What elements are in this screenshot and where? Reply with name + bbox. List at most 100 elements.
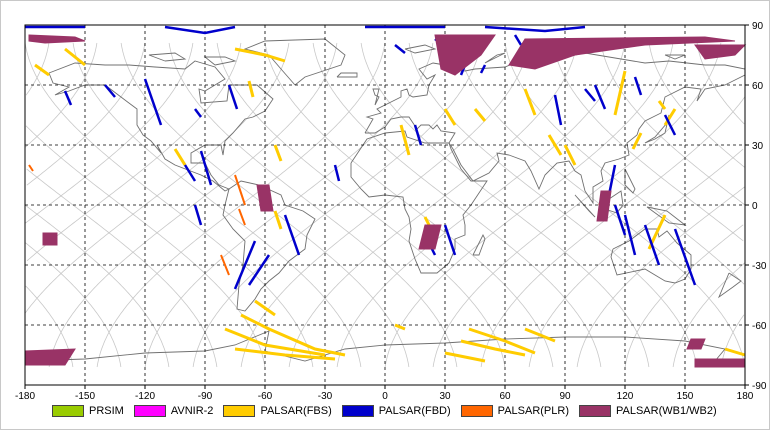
swath-palsar-fbd <box>593 84 607 110</box>
legend-label-prsim: PRSIM <box>89 405 124 417</box>
swath-palsar-fbs <box>631 132 643 150</box>
legend-item-prsim: PRSIM <box>52 405 124 417</box>
legend-item-palsar-fbs: PALSAR(FBS) <box>223 405 332 417</box>
legend-swatch-palsar-fbs <box>223 405 256 417</box>
orbit-track <box>552 42 744 242</box>
swath-palsar-fbd <box>183 164 197 182</box>
swath-palsar-fbd <box>553 94 563 126</box>
y-tick-label: 60 <box>752 81 764 92</box>
orbit-track <box>25 242 122 368</box>
x-tick-label: 0 <box>382 391 388 400</box>
swath-palsar-fbd <box>193 204 203 226</box>
swath-palsar-fbd <box>613 204 627 236</box>
coastline <box>404 44 437 54</box>
coastline <box>48 60 274 192</box>
swath-palsar-fbd <box>233 240 257 290</box>
swath-palsar-fbd <box>394 44 406 54</box>
coastline <box>203 56 237 66</box>
y-tick-label: -30 <box>752 261 767 272</box>
swath-palsar-fbs <box>224 327 326 357</box>
swath-palsar-plr <box>220 254 230 276</box>
legend-item-palsar-fbd: PALSAR(FBD) <box>341 405 451 417</box>
legend-label-palsar-plr: PALSAR(PLR) <box>497 405 569 417</box>
swath-palsar-fbs <box>173 148 187 166</box>
swath-palsar-fbs <box>613 70 627 116</box>
legend-label-palsar-wb: PALSAR(WB1/WB2) <box>616 405 717 417</box>
coastline <box>472 233 486 256</box>
x-tick-label: 90 <box>559 391 571 400</box>
swath-palsar-fbd <box>283 214 301 256</box>
swath-palsar-fbs <box>443 108 457 126</box>
legend-item-palsar-plr: PALSAR(PLR) <box>460 405 569 417</box>
orbit-track <box>25 42 50 96</box>
x-tick-label: 60 <box>499 391 511 400</box>
swath-palsar-fbs <box>34 63 50 77</box>
swath-palsar-fbs <box>444 351 486 363</box>
swath-palsar-fbd <box>443 224 457 256</box>
swath-palsar-fbs <box>64 47 86 67</box>
swath-palsar-wb <box>256 184 274 212</box>
orbit-track <box>24 42 98 148</box>
swath-palsar-fbs <box>234 347 336 361</box>
x-tick-label: -30 <box>318 391 333 400</box>
swath-palsar-fbs <box>254 299 276 317</box>
swath-palsar-wb <box>686 338 706 350</box>
orbit-track <box>504 42 745 285</box>
swath-palsar-fbs <box>273 144 283 162</box>
orbit-track <box>26 168 218 368</box>
y-tick-label: 90 <box>752 21 764 32</box>
swath-palsar-fbd <box>164 25 236 35</box>
legend: PRSIM AVNIR-2 PALSAR(FBS) PALSAR(FBD) PA… <box>52 403 727 419</box>
coastline <box>350 130 488 274</box>
coastline <box>644 114 670 144</box>
x-tick-label: -60 <box>258 391 273 400</box>
swath-palsar-fbs <box>247 80 255 98</box>
swath-palsar-fbd <box>104 84 116 98</box>
swath-palsar-plr <box>234 174 246 206</box>
x-tick-label: -120 <box>135 391 155 400</box>
orbit-track <box>696 42 745 125</box>
swath-palsar-fbs <box>460 339 526 357</box>
y-tick-label: -90 <box>752 381 767 392</box>
orbit-track <box>26 42 242 262</box>
coastline <box>336 72 358 78</box>
swath-palsar-fbd <box>333 164 341 182</box>
legend-label-avnir2: AVNIR-2 <box>170 405 214 417</box>
swath-palsar-fbd <box>413 124 423 146</box>
orbit-track <box>26 42 146 186</box>
swath-palsar-fbd <box>584 88 596 102</box>
swath-palsar-fbd <box>247 254 271 286</box>
swath-palsar-wb <box>508 36 736 70</box>
swath-palsar-fbs <box>234 47 286 63</box>
x-tick-label: 120 <box>617 391 634 400</box>
swath-palsar-fbd <box>143 78 163 126</box>
coastline <box>717 272 742 299</box>
legend-swatch-palsar-plr <box>460 405 493 417</box>
legend-swatch-palsar-fbd <box>341 405 374 417</box>
orbit-track <box>24 42 290 314</box>
x-tick-label: -90 <box>198 391 213 400</box>
swath-palsar-fbd <box>633 76 643 96</box>
orbit-track <box>25 125 266 368</box>
world-map: -180 -150 -120 -90 -60 -30 0 30 60 90 120 150 180 90 6… <box>15 21 767 400</box>
orbit-track <box>600 42 746 206</box>
swath-palsar-plr <box>28 164 34 172</box>
orbit-track <box>480 96 746 368</box>
swath-palsar-fbs <box>657 100 667 110</box>
x-tick-label: 150 <box>677 391 694 400</box>
swath-palsar-fbs <box>468 327 536 355</box>
legend-swatch-palsar-wb <box>579 405 611 417</box>
x-tick-label: -180 <box>15 391 35 400</box>
coastline <box>372 88 380 106</box>
legend-label-palsar-fbs: PALSAR(FBS) <box>260 405 332 417</box>
legend-item-palsar-wb: PALSAR(WB1/WB2) <box>579 405 717 417</box>
coastline <box>664 54 686 60</box>
swath-palsar-fbd <box>623 214 637 256</box>
swath-palsar-fbs <box>273 210 283 230</box>
swath-palsar-plr <box>238 208 246 226</box>
x-tick-label: 30 <box>439 391 451 400</box>
swath-palsar-fbs <box>240 313 346 357</box>
swath-palsar-fbs <box>724 347 746 357</box>
y-tick-label: 30 <box>752 141 764 152</box>
y-tick-label: -60 <box>752 321 767 332</box>
